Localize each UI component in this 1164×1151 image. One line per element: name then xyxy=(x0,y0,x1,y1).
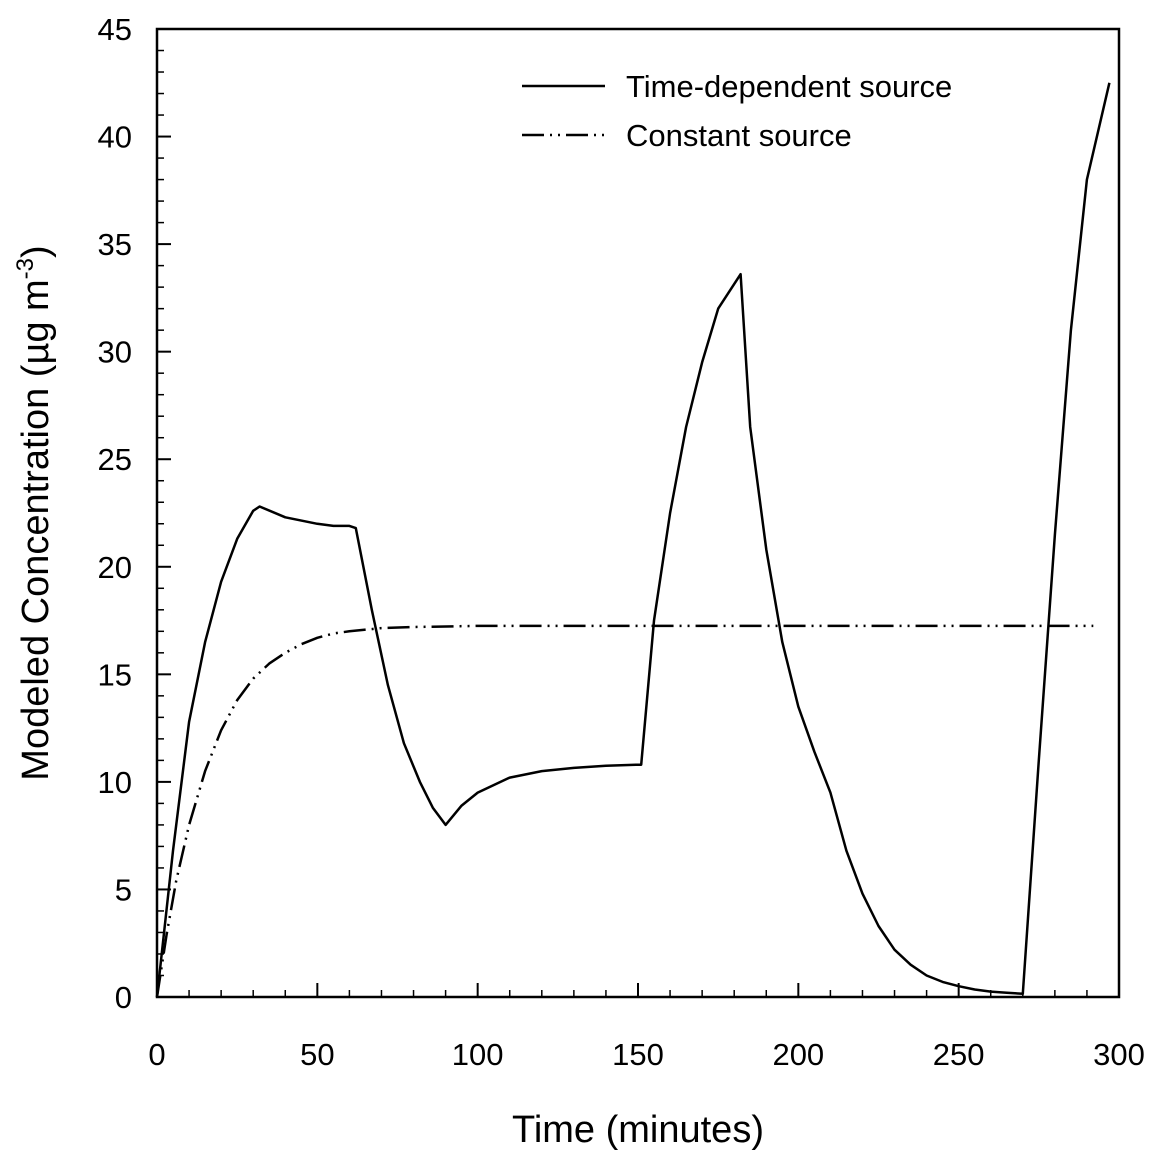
x-tick-label: 250 xyxy=(933,1037,985,1072)
y-tick-label: 30 xyxy=(98,335,132,370)
legend-label-time-dependent: Time-dependent source xyxy=(626,69,952,104)
major-ticks xyxy=(156,28,1120,998)
x-tick-label: 300 xyxy=(1093,1037,1145,1072)
y-tick-label: 10 xyxy=(98,765,132,800)
tick-labels: 0 50 100 150 200 250 300 0 5 10 15 20 25 30 35 40 45 xyxy=(98,12,1145,1072)
minor-ticks xyxy=(157,49,1088,997)
x-axis-title: Time (minutes) xyxy=(512,1109,764,1151)
y-axis-title-superscript: -3 xyxy=(12,258,39,279)
legend: Time-dependent source Constant source xyxy=(522,69,952,153)
y-tick-label: 15 xyxy=(98,657,132,692)
plot-frame xyxy=(155,27,1121,999)
y-axis-title-close: ) xyxy=(15,245,57,258)
y-axis-title: Modeled Concentration (µg m-3) xyxy=(12,245,57,780)
y-tick-label: 20 xyxy=(98,550,132,585)
y-tick-label: 0 xyxy=(115,980,132,1015)
x-tick-label: 200 xyxy=(772,1037,824,1072)
x-tick-label: 0 xyxy=(148,1037,165,1072)
x-tick-label: 150 xyxy=(612,1037,664,1072)
legend-label-constant: Constant source xyxy=(626,118,852,153)
y-tick-label: 35 xyxy=(98,227,132,262)
y-axis-title-main: Modeled Concentration (µg m xyxy=(15,279,57,780)
y-tick-label: 40 xyxy=(98,120,132,155)
x-tick-label: 100 xyxy=(452,1037,504,1072)
y-tick-label: 25 xyxy=(98,442,132,477)
series-line-constant xyxy=(155,624,1094,998)
y-tick-label: 45 xyxy=(98,12,132,47)
y-tick-label: 5 xyxy=(115,872,132,907)
series-layer xyxy=(155,82,1111,998)
series-line-time-dependent xyxy=(155,82,1111,998)
x-tick-label: 50 xyxy=(300,1037,334,1072)
